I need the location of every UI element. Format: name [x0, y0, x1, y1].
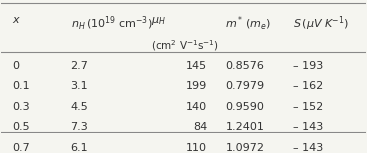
Text: 84: 84 — [193, 122, 207, 132]
Text: 0: 0 — [12, 61, 19, 71]
Text: 3.1: 3.1 — [70, 81, 88, 91]
Text: – 143: – 143 — [293, 143, 323, 153]
Text: 145: 145 — [186, 61, 207, 71]
Text: 199: 199 — [186, 81, 207, 91]
Text: 4.5: 4.5 — [70, 102, 88, 112]
Text: 0.5: 0.5 — [12, 122, 30, 132]
Text: 0.8576: 0.8576 — [225, 61, 264, 71]
Text: $S\,(\mu$V K$^{-1})$: $S\,(\mu$V K$^{-1})$ — [293, 15, 349, 33]
Text: $\mu_H$: $\mu_H$ — [151, 15, 166, 27]
Text: 2.7: 2.7 — [70, 61, 88, 71]
Text: (cm$^2$ V$^{-1}$s$^{-1}$): (cm$^2$ V$^{-1}$s$^{-1}$) — [151, 38, 219, 53]
Text: 1.0972: 1.0972 — [225, 143, 264, 153]
Text: – 193: – 193 — [293, 61, 323, 71]
Text: – 143: – 143 — [293, 122, 323, 132]
Text: – 152: – 152 — [293, 102, 323, 112]
Text: 0.9590: 0.9590 — [225, 102, 264, 112]
Text: $m^*\,(m_e)$: $m^*\,(m_e)$ — [225, 15, 272, 33]
Text: 110: 110 — [186, 143, 207, 153]
Text: – 162: – 162 — [293, 81, 323, 91]
Text: $n_H\,(10^{19}$ cm$^{-3})$: $n_H\,(10^{19}$ cm$^{-3})$ — [70, 15, 152, 33]
Text: 1.2401: 1.2401 — [225, 122, 264, 132]
Text: 0.3: 0.3 — [12, 102, 30, 112]
Text: 0.7: 0.7 — [12, 143, 30, 153]
Text: $x$: $x$ — [12, 15, 21, 25]
Text: 0.7979: 0.7979 — [225, 81, 265, 91]
Text: 6.1: 6.1 — [70, 143, 88, 153]
Text: 0.1: 0.1 — [12, 81, 30, 91]
Text: 140: 140 — [186, 102, 207, 112]
Text: 7.3: 7.3 — [70, 122, 88, 132]
